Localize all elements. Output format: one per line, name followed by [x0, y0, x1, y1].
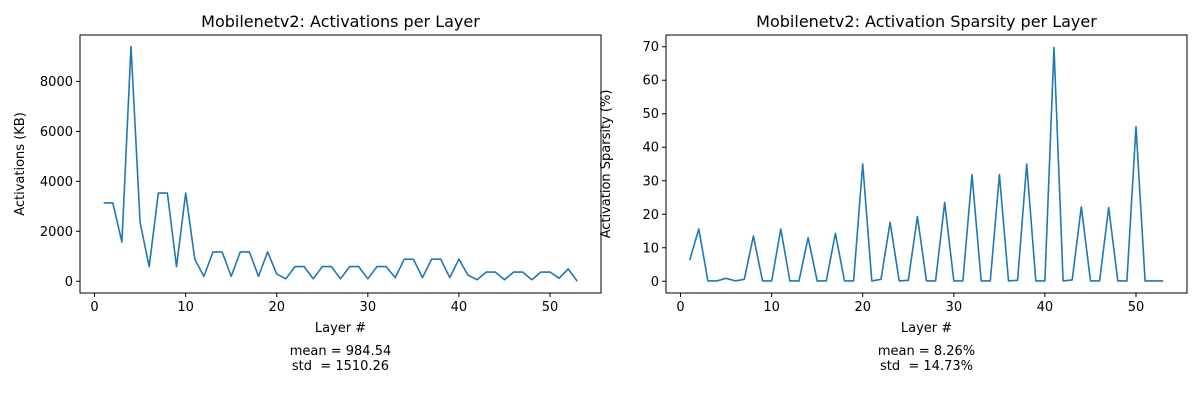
x-tick-label: 10 — [763, 300, 780, 315]
x-tick-label: 30 — [360, 300, 377, 315]
x-tick-label: 50 — [542, 300, 559, 315]
chart-activation-sparsity-per-layer: Mobilenetv2: Activation Sparsity per Lay… — [599, 12, 1188, 374]
x-tick-label: 0 — [90, 300, 98, 315]
y-tick-label: 30 — [642, 174, 659, 189]
stats-annotation: std = 14.73% — [880, 359, 973, 374]
x-tick-label: 40 — [451, 300, 468, 315]
stats-annotation: mean = 8.26% — [878, 344, 975, 359]
y-tick-label: 0 — [65, 275, 73, 290]
plot-frame — [665, 34, 1188, 294]
y-tick-label: 50 — [642, 107, 659, 122]
series-line — [103, 45, 578, 282]
chart-activations-per-layer: Mobilenetv2: Activations per Layer 0 10 20 3… — [13, 12, 602, 374]
x-axis-label: Layer # — [901, 321, 952, 336]
y-tick-label: 70 — [642, 40, 659, 55]
y-tick-label: 6000 — [40, 125, 73, 140]
stats-annotation: std = 1510.26 — [292, 359, 389, 374]
x-tick-label: 40 — [1037, 300, 1054, 315]
x-tick-label: 20 — [268, 300, 285, 315]
x-tick-label: 0 — [676, 300, 684, 315]
y-tick-label: 60 — [642, 74, 659, 89]
x-tick-label: 10 — [177, 300, 194, 315]
x-axis-label: Layer # — [315, 321, 366, 336]
chart-title: Mobilenetv2: Activation Sparsity per Lay… — [756, 12, 1097, 31]
y-axis-label: Activations (KB) — [13, 112, 28, 216]
y-tick-label: 10 — [642, 241, 659, 256]
stats-annotation: mean = 984.54 — [290, 344, 392, 359]
y-tick-label: 40 — [642, 141, 659, 156]
chart-title: Mobilenetv2: Activations per Layer — [201, 12, 480, 31]
series-line — [688, 46, 1164, 282]
x-tick-label: 30 — [946, 300, 963, 315]
x-tick-label: 20 — [854, 300, 871, 315]
y-tick-label: 8000 — [40, 75, 73, 90]
plot-frame — [79, 34, 602, 294]
y-tick-label: 2000 — [40, 225, 73, 240]
y-tick-label: 20 — [642, 208, 659, 223]
x-tick-label: 50 — [1128, 300, 1145, 315]
y-tick-label: 0 — [651, 275, 659, 290]
y-axis-label: Activation Sparsity (%) — [599, 90, 614, 239]
y-tick-label: 4000 — [40, 175, 73, 190]
